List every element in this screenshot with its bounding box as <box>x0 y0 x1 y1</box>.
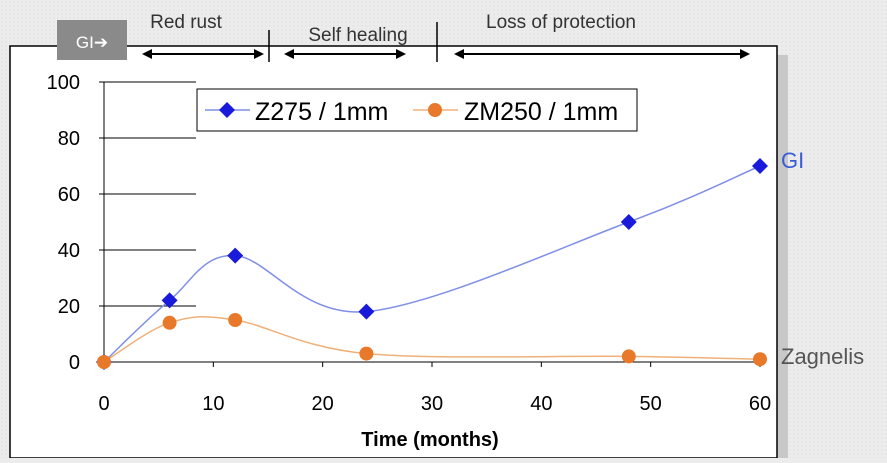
data-point-diamond <box>358 303 375 320</box>
data-point-circle <box>97 355 111 369</box>
data-point-circle <box>359 346 374 361</box>
y-tick-label: 100 <box>47 72 80 94</box>
data-point-circle <box>228 313 243 327</box>
y-tick-label: 60 <box>58 184 80 206</box>
data-point-diamond <box>227 247 244 264</box>
data-point-circle <box>753 352 767 367</box>
x-tick-label: 20 <box>312 393 334 415</box>
phase-arrow-red-rust <box>142 49 264 59</box>
phase-label-self-healing: Self healing <box>308 25 407 46</box>
side-label-gi: GI <box>781 148 804 173</box>
data-point-circle <box>621 349 636 364</box>
series-zm250 <box>97 313 767 369</box>
data-point-circle <box>162 315 177 330</box>
x-tick-label: 60 <box>749 393 771 415</box>
phase-arrow-loss-of-protection <box>454 49 750 59</box>
data-point-diamond <box>620 214 637 230</box>
gridlines <box>104 81 196 307</box>
data-point-diamond <box>752 158 768 174</box>
legend-marker-zm250 <box>428 103 442 117</box>
series-layer <box>96 158 768 370</box>
legend-marker-z275 <box>219 102 235 118</box>
legend-label-zm250: ZM250 / 1mm <box>464 98 618 126</box>
y-tick-label: 80 <box>58 128 80 150</box>
x-tick-label: 40 <box>530 393 552 415</box>
x-tick-label: 10 <box>202 393 224 415</box>
phase-label-red-rust: Red rust <box>150 12 223 33</box>
y-tick-label: 20 <box>58 296 80 318</box>
phase-label-loss-of-protection: Loss of protection <box>486 12 636 33</box>
x-tick-label: 50 <box>640 393 662 415</box>
y-tick-label: 0 <box>69 352 80 374</box>
x-tick-label: 0 <box>98 393 109 415</box>
legend-label-z275: Z275 / 1mm <box>255 98 388 126</box>
gi-badge-label: GI➔ <box>76 33 108 52</box>
x-tick-label: 30 <box>421 393 443 415</box>
x-axis-label: Time (months) <box>361 429 498 451</box>
phase-arrow-self-healing <box>284 49 406 59</box>
y-tick-label: 40 <box>58 240 80 262</box>
gi-badge <box>57 20 127 60</box>
side-label-zagnelis: Zagnelis <box>781 344 864 369</box>
phase-annotations: Red rust Self healing Loss of protection <box>142 12 750 62</box>
legend: Z275 / 1mm ZM250 / 1mm <box>196 88 638 132</box>
x-tick-labels: 0 10 20 30 40 50 60 <box>98 362 771 415</box>
series-z275 <box>96 158 768 370</box>
data-point-diamond <box>161 292 178 309</box>
y-tick-labels: 0 20 40 60 80 100 <box>47 72 104 374</box>
